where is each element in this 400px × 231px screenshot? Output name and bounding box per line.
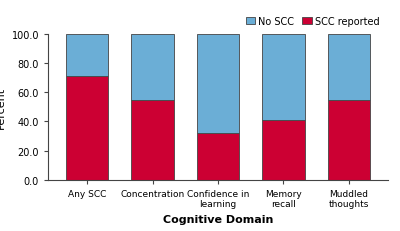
Bar (197, 134, 239, 180)
X-axis label: Cognitive Domain: Cognitive Domain (163, 214, 273, 224)
Y-axis label: Percent: Percent (0, 86, 6, 128)
Bar (197, 35, 239, 134)
Bar (66, 35, 108, 77)
Bar (131, 100, 174, 180)
Bar (131, 35, 174, 100)
Bar (262, 35, 305, 121)
Bar (328, 35, 370, 100)
Bar (262, 121, 305, 180)
Bar (66, 77, 108, 180)
Bar (328, 100, 370, 180)
Legend: No SCC, SCC reported: No SCC, SCC reported (242, 13, 383, 31)
